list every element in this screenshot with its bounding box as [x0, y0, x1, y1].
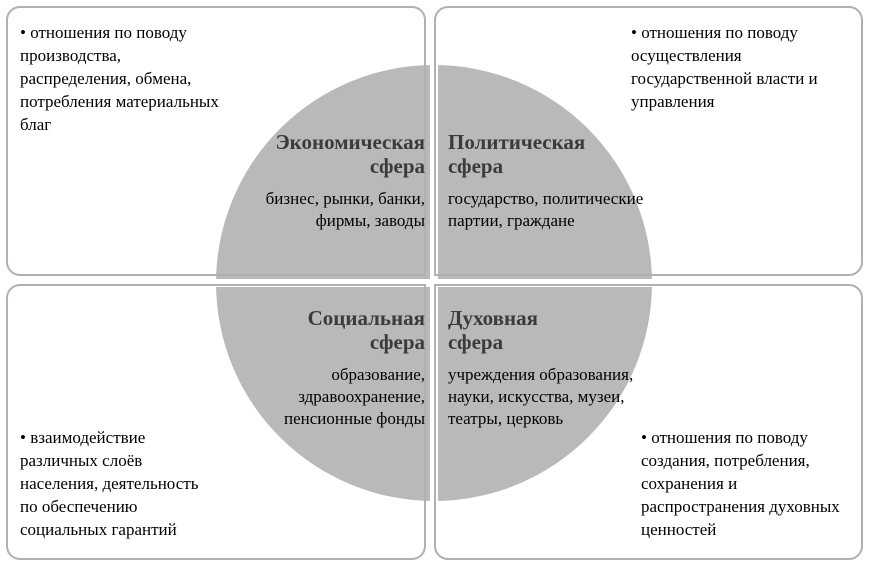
sector-political: Политическая сфера государство, политиче… — [448, 130, 678, 232]
sector-social: Социальная сфера образование, здравоохра… — [215, 306, 425, 431]
sector-spiritual: Духовная сфера учреждения образования, н… — [448, 306, 668, 431]
outer-text-tr: • отношения по поводу осуществления госу… — [631, 22, 851, 114]
diagram-canvas: • отношения по поводу производства, расп… — [0, 0, 869, 566]
sector-items-economic: бизнес, рынки, банки, фирмы, заводы — [225, 188, 425, 232]
sector-title-economic: Экономическая сфера — [225, 130, 425, 178]
sector-economic: Экономическая сфера бизнес, рынки, банки… — [225, 130, 425, 232]
sector-title-political: Политическая сфера — [448, 130, 678, 178]
outer-text-bl: • взаимодействие различных слоёв населен… — [20, 427, 220, 542]
sector-items-political: государство, политические партии, гражда… — [448, 188, 678, 232]
sector-title-social: Социальная сфера — [215, 306, 425, 354]
outer-text-br: • отношения по поводу создания, потребле… — [641, 427, 851, 542]
outer-text-tl: • отношения по поводу производства, расп… — [20, 22, 235, 137]
sector-items-social: образование, здравоохранение, пенсионные… — [215, 364, 425, 430]
sector-items-spiritual: учреждения образования, науки, искусства… — [448, 364, 668, 430]
sector-title-spiritual: Духовная сфера — [448, 306, 668, 354]
